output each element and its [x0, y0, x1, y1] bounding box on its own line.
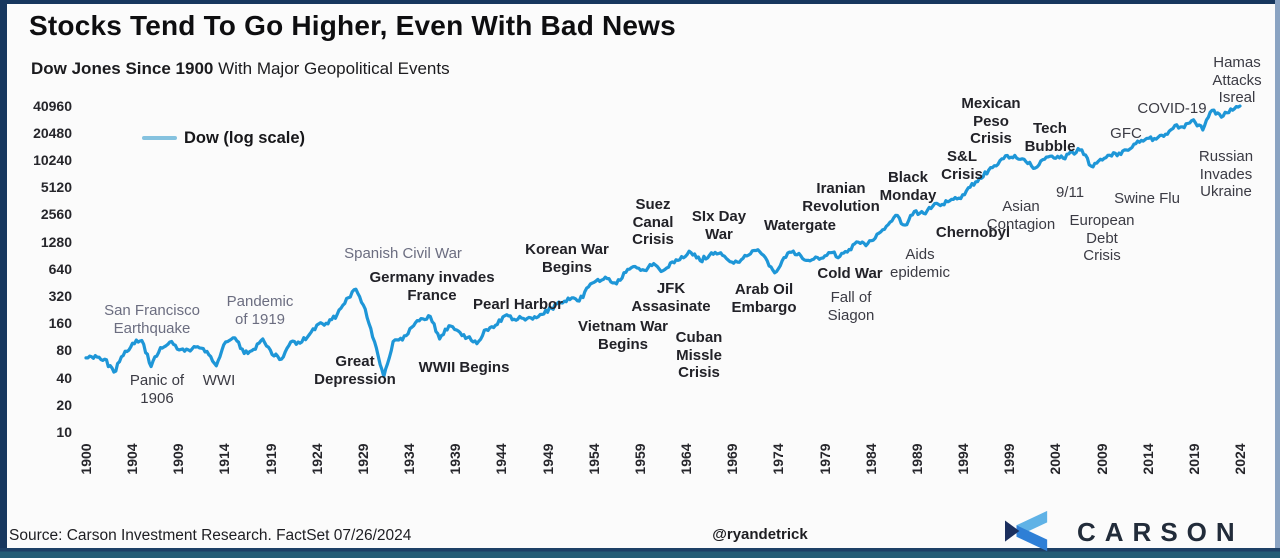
event-annotation: Chernobyl — [935, 224, 1011, 241]
event-annotation: Black Monday — [879, 169, 937, 204]
event-annotation: Great Depression — [314, 353, 396, 388]
event-annotation: Pearl Harbor — [472, 296, 564, 313]
event-annotation: Mexican Peso Crisis — [961, 95, 1021, 147]
chart-legend: Dow (log scale) — [142, 128, 305, 148]
event-annotation: Germany invades France — [369, 269, 495, 304]
y-tick-label: 40960 — [33, 97, 72, 114]
y-tick-label: 10240 — [33, 152, 72, 168]
y-tick-label: 1280 — [40, 233, 72, 250]
carson-logo: CARSON — [1005, 510, 1244, 554]
event-annotation: Asian Contagion — [986, 198, 1056, 233]
event-annotation: Spanish Civil War — [344, 245, 462, 262]
event-annotation: Russian Invades Ukraine — [1198, 148, 1254, 200]
y-tick-label: 160 — [48, 315, 72, 332]
y-tick-label: 40 — [56, 369, 72, 386]
panel-border-bottom — [0, 548, 1280, 558]
carson-chevron-icon — [1005, 510, 1048, 552]
event-annotation: S&L Crisis — [941, 148, 983, 183]
event-annotation: Aids epidemic — [889, 246, 951, 281]
event-annotation: Fall of Siagon — [827, 289, 875, 324]
event-annotation: Cold War — [817, 265, 883, 282]
event-annotation: WWI — [202, 372, 236, 389]
event-annotation: 9/11 — [1055, 184, 1085, 201]
source-note: Source: Carson Investment Research. Fact… — [9, 527, 412, 544]
event-annotation: GFC — [1110, 125, 1142, 142]
event-annotation: San Francisco Earthquake — [104, 302, 200, 337]
event-annotation: SIx Day War — [691, 208, 747, 243]
event-annotation: COVID-19 — [1137, 100, 1207, 117]
event-annotation: WWII Begins — [418, 359, 510, 376]
event-annotation: Vietnam War Begins — [577, 318, 669, 353]
carson-wordmark: CARSON — [1077, 516, 1244, 547]
y-tick-label: 20480 — [33, 124, 72, 141]
y-tick-label: 80 — [56, 342, 72, 359]
panel-border-right — [1275, 0, 1280, 558]
legend-label: Dow (log scale) — [184, 128, 306, 147]
event-annotation: Pandemic of 1919 — [226, 293, 294, 328]
event-annotation: Iranian Revolution — [802, 180, 880, 215]
event-annotation: Tech Bubble — [1024, 120, 1076, 155]
y-tick-label: 2560 — [40, 206, 72, 223]
y-tick-label: 320 — [48, 288, 72, 304]
y-tick-label: 20 — [56, 396, 72, 413]
event-annotation: Panic of 1906 — [129, 372, 185, 407]
chart-subtitle: Dow Jones Since 1900 With Major Geopolit… — [31, 59, 450, 79]
dow-line-series — [84, 104, 1242, 379]
author-handle: @ryandetrick — [712, 526, 808, 543]
event-annotation: Hamas Attacks Isreal — [1212, 54, 1262, 106]
event-annotation: Watergate — [764, 217, 836, 234]
event-annotation: Cuban Missle Crisis — [675, 329, 723, 381]
y-tick-label: 5120 — [40, 179, 72, 196]
panel-border-top — [0, 0, 1280, 4]
event-annotation: European Debt Crisis — [1069, 212, 1135, 264]
event-annotation: Suez Canal Crisis — [632, 196, 674, 248]
event-annotation: Swine Flu — [1114, 190, 1180, 207]
y-tick-label: 640 — [48, 260, 72, 277]
panel-border-left — [0, 0, 7, 558]
subtitle-bold-part: Dow Jones Since 1900 — [31, 59, 214, 78]
event-annotation: JFK Assasinate — [631, 280, 711, 315]
legend-line-swatch — [142, 136, 177, 140]
page-title: Stocks Tend To Go Higher, Even With Bad … — [29, 10, 676, 41]
event-annotation: Korean War Begins — [525, 241, 609, 276]
subtitle-rest-part: With Major Geopolitical Events — [213, 59, 450, 78]
y-tick-label: 10 — [56, 424, 72, 440]
event-annotation: Arab Oil Embargo — [731, 281, 797, 316]
